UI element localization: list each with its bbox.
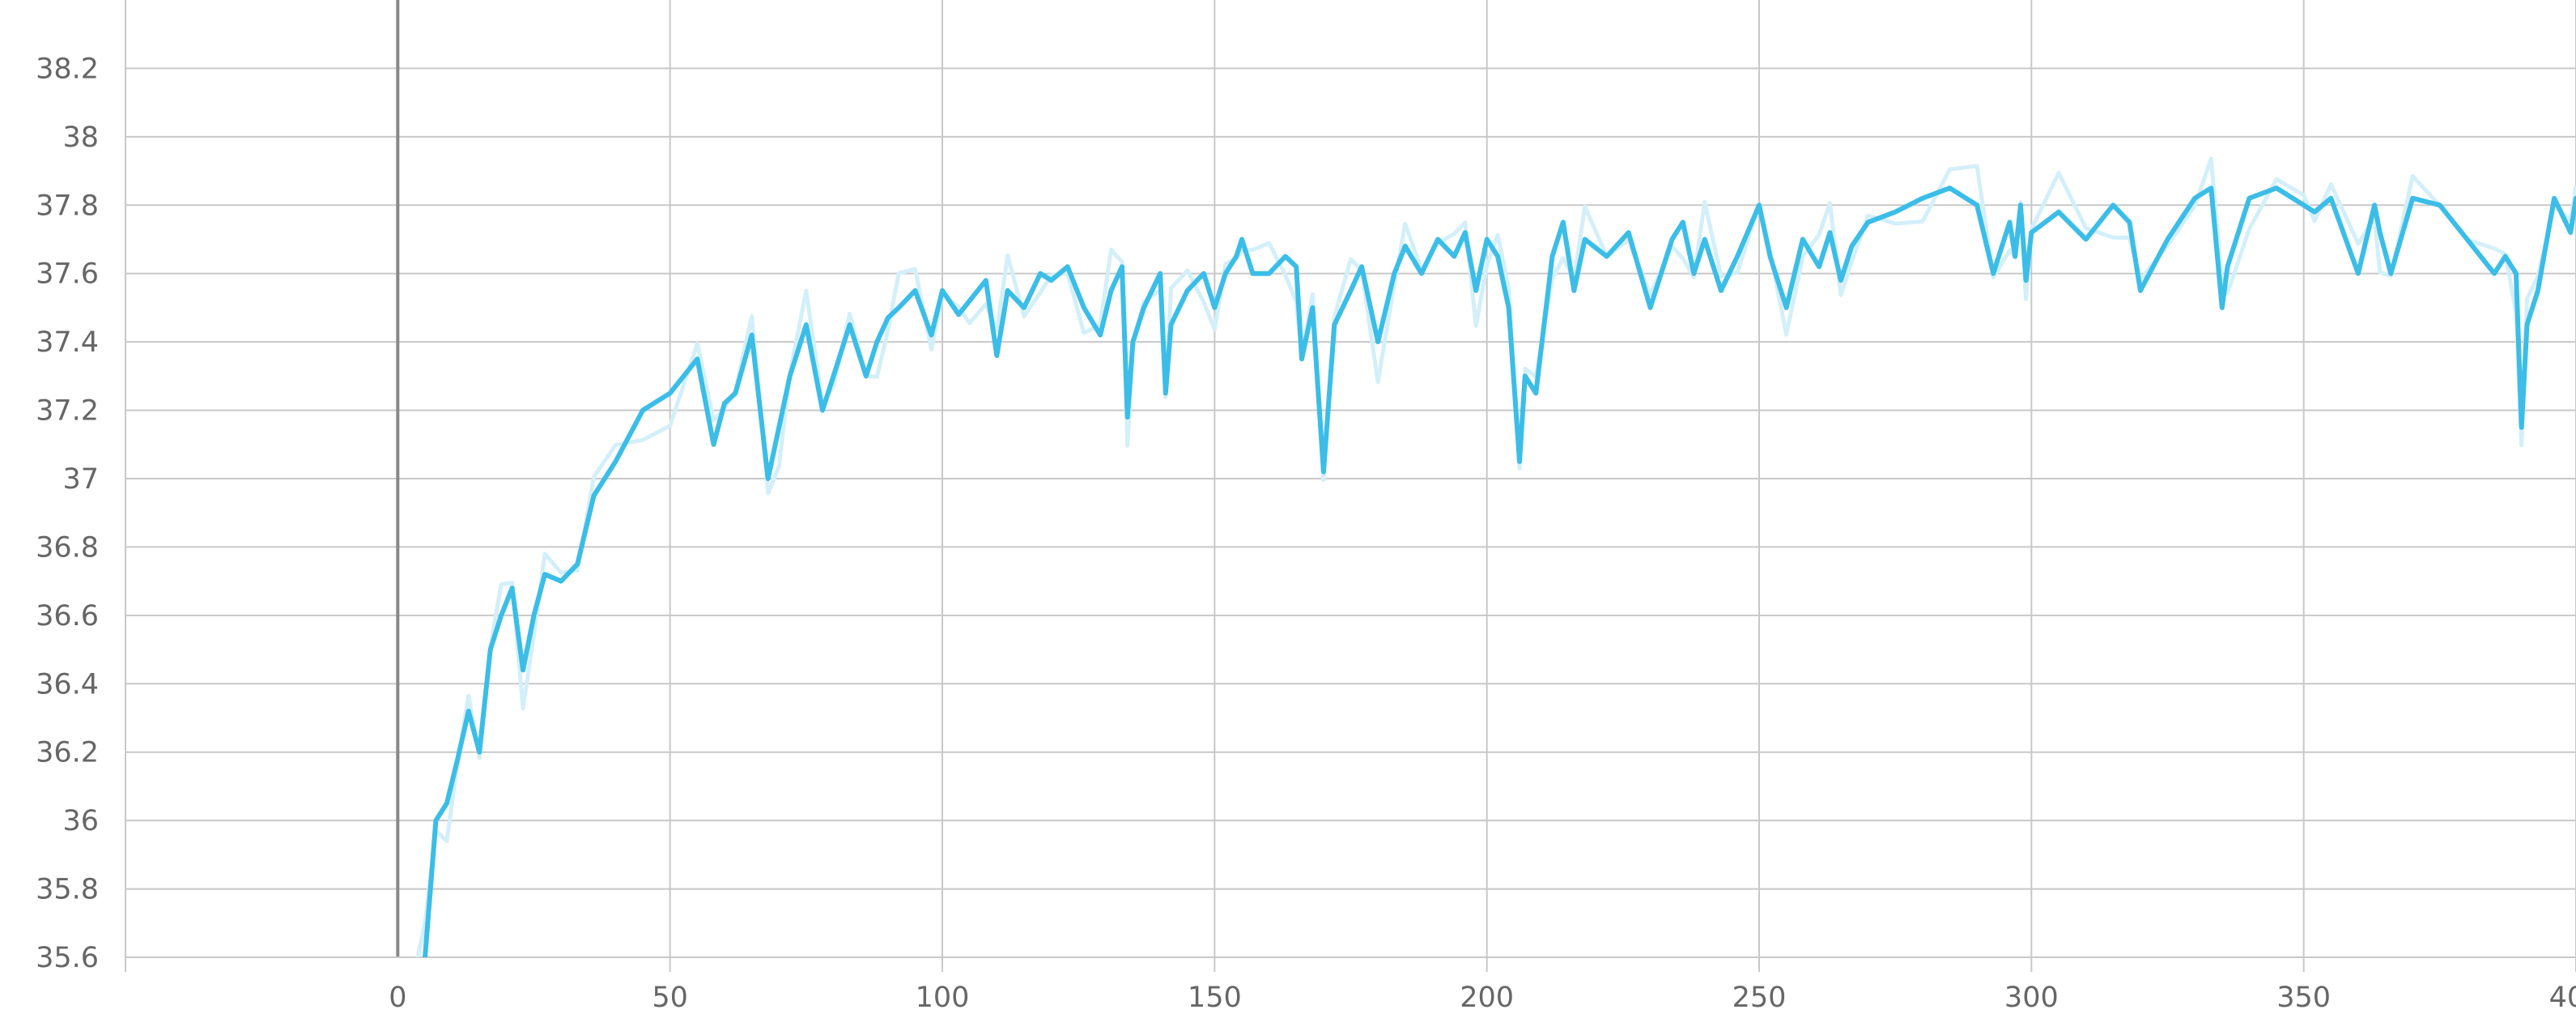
x-tick-label: 100 bbox=[916, 982, 970, 1014]
grid bbox=[125, 0, 2576, 972]
x-tick-label: 0 bbox=[389, 982, 406, 1014]
x-tick-label: 250 bbox=[1732, 982, 1787, 1014]
x-tick-labels: 0 50 100 150 200 250 300 350 400 bbox=[389, 982, 2576, 1014]
y-tick-label: 36 bbox=[62, 805, 99, 837]
y-tick-label: 37.2 bbox=[36, 395, 99, 428]
x-tick-label: 150 bbox=[1188, 982, 1242, 1014]
y-tick-label: 37.4 bbox=[36, 326, 99, 359]
x-tick-label: 200 bbox=[1460, 982, 1514, 1014]
raw-series-line bbox=[414, 159, 2576, 974]
y-tick-label: 37.6 bbox=[36, 258, 99, 291]
x-tick-label: 400 bbox=[2549, 982, 2576, 1014]
y-tick-labels: 35.6 35.8 36 36.2 36.4 36.6 36.8 37 37.2 37.4 37.6… bbox=[36, 53, 99, 974]
y-tick-label: 36.2 bbox=[36, 737, 99, 769]
y-tick-label: 38.2 bbox=[36, 53, 99, 85]
y-tick-label: 37.8 bbox=[36, 190, 99, 222]
axes bbox=[125, 0, 2576, 972]
y-tick-label: 37 bbox=[62, 463, 99, 496]
y-tick-label: 35.6 bbox=[36, 942, 99, 974]
x-tick-label: 300 bbox=[2004, 982, 2059, 1014]
raw-series bbox=[414, 159, 2576, 974]
smoothed-series-line bbox=[414, 188, 2576, 991]
y-tick-label: 36.8 bbox=[36, 531, 99, 564]
y-tick-label: 36.4 bbox=[36, 668, 99, 701]
smoothed-series bbox=[414, 188, 2576, 991]
x-tick-label: 350 bbox=[2276, 982, 2331, 1014]
y-tick-label: 35.8 bbox=[36, 874, 99, 906]
x-tick-label: 50 bbox=[652, 982, 688, 1014]
y-tick-label: 36.6 bbox=[36, 600, 99, 633]
y-tick-label: 38 bbox=[62, 121, 99, 154]
